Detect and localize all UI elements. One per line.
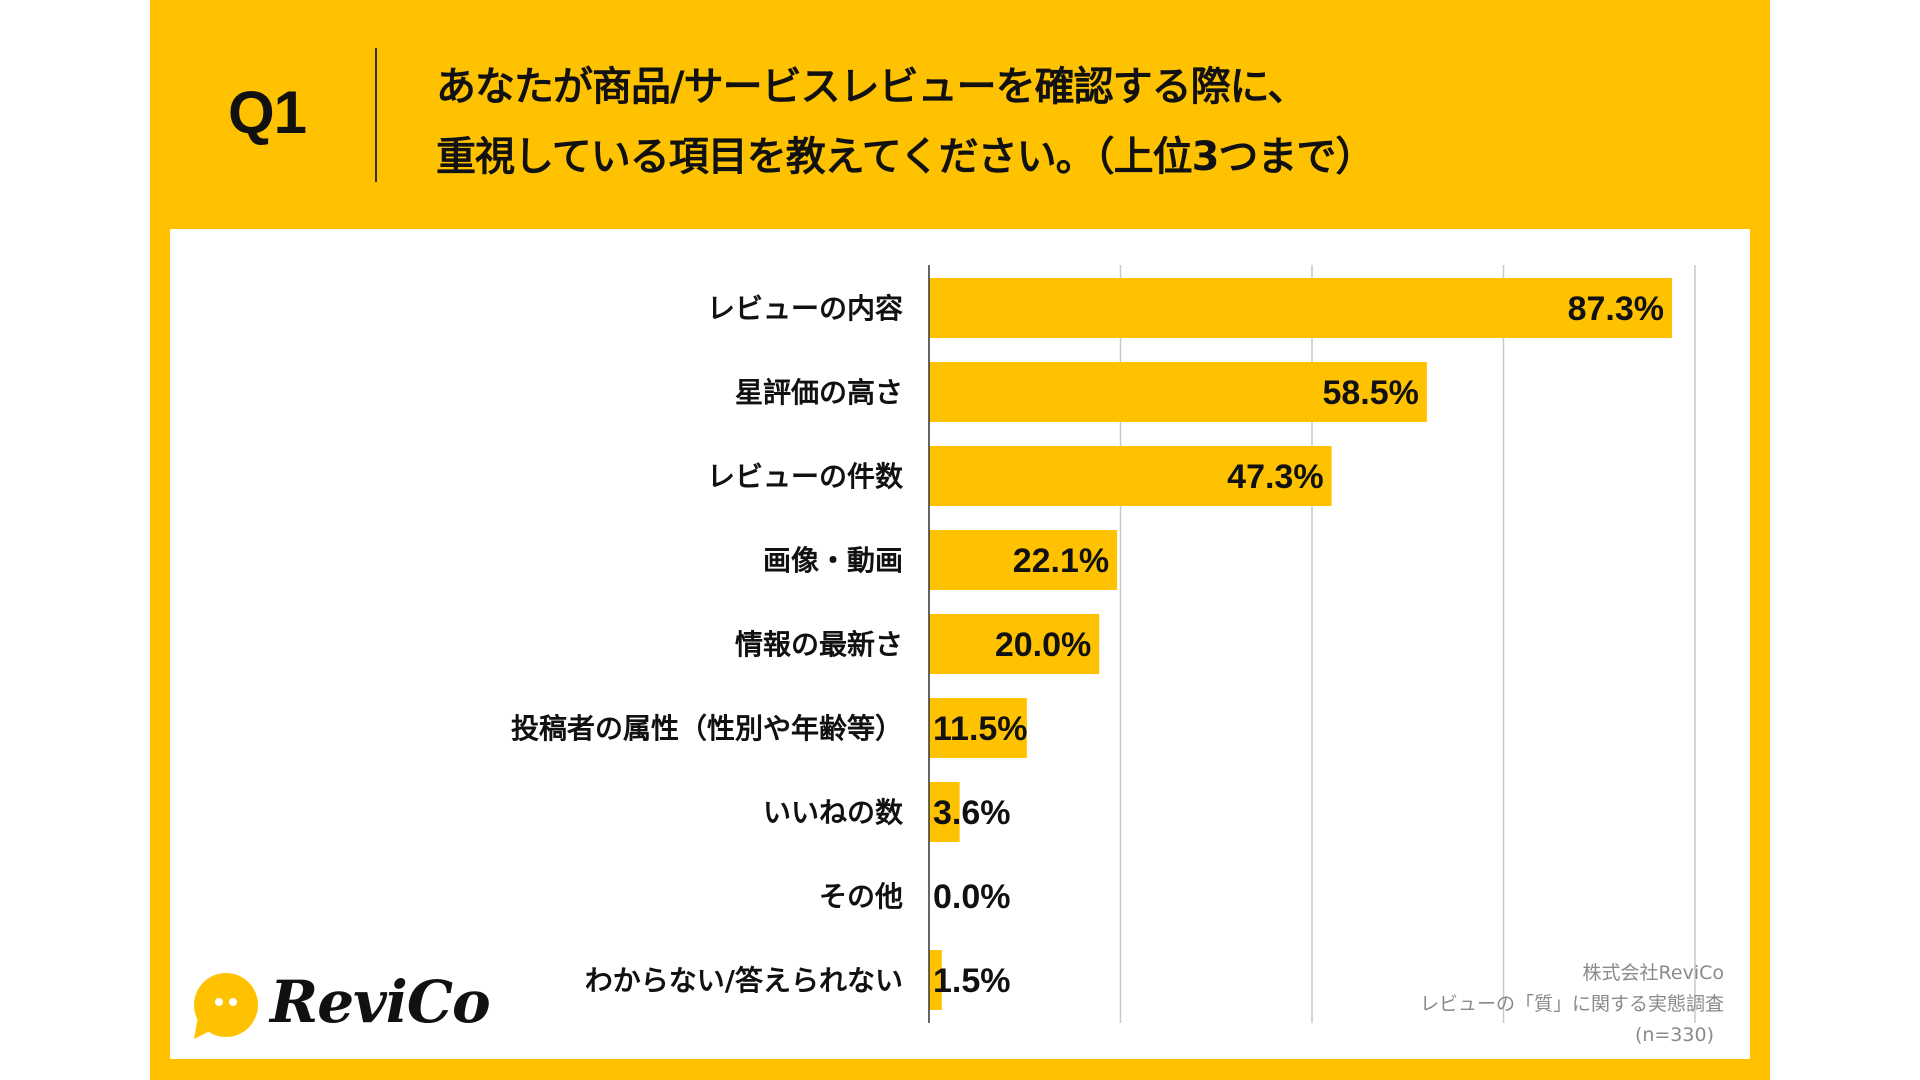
footer-sample-size: (n=330) — [1634, 1024, 1714, 1046]
value-label: 3.6% — [933, 794, 1011, 832]
question-number: Q1 — [228, 79, 307, 146]
category-label: 投稿者の属性（性別や年齢等） — [511, 712, 903, 745]
revico-logo: ReviCo — [190, 965, 491, 1045]
question-title-line-1: あなたが商品/サービスレビューを確認する際に、 — [436, 64, 1307, 110]
category-label: 画像・動画 — [763, 544, 903, 577]
category-label: 星評価の高さ — [735, 376, 903, 409]
bar — [929, 782, 960, 842]
category-label: レビューの件数 — [707, 460, 904, 493]
value-label: 1.5% — [933, 962, 1011, 1000]
value-label: 47.3% — [1227, 458, 1323, 496]
bar — [929, 446, 1332, 506]
bar — [929, 950, 942, 1010]
value-label: 58.5% — [1322, 374, 1418, 412]
category-label: レビューの内容 — [707, 292, 903, 325]
value-label: 87.3% — [1568, 290, 1664, 328]
bar — [929, 698, 1027, 758]
question-title: あなたが商品/サービスレビューを確認する際に、 重視している項目を教えてください… — [436, 52, 1736, 192]
footer-company: 株式会社ReviCo — [1582, 962, 1724, 984]
value-label: 0.0% — [933, 878, 1011, 916]
value-label: 11.5% — [933, 710, 1028, 748]
bar — [929, 614, 1100, 674]
footer-survey-name: レビューの「質」に関する実態調査 — [1419, 993, 1724, 1015]
bar — [929, 530, 1118, 590]
value-label: 22.1% — [1013, 542, 1109, 580]
speech-bubble-icon — [194, 973, 258, 1039]
category-label: わからない/答えられない — [585, 964, 903, 997]
category-labels: レビューの内容星評価の高さレビューの件数画像・動画情報の最新さ投稿者の属性（性別… — [511, 292, 904, 997]
category-label: 情報の最新さ — [735, 628, 903, 661]
bar — [929, 278, 1673, 338]
category-label: いいねの数 — [763, 796, 904, 829]
logo-wordmark: ReviCo — [270, 968, 491, 1036]
question-title-line-2: 重視している項目を教えてください。（上位3つまで） — [436, 134, 1375, 180]
value-label: 20.0% — [995, 626, 1091, 664]
bar — [929, 362, 1427, 422]
value-labels: 87.3% 58.5% 47.3% 22.1% 20.0% 11.5% 3.6% 0.0% 1.… — [933, 290, 1664, 1000]
bars — [929, 278, 1673, 1010]
footer-source: 株式会社ReviCo レビューの「質」に関する実態調査 (n=330) — [1420, 958, 1724, 1051]
category-label: その他 — [819, 880, 903, 913]
header-divider — [375, 48, 377, 182]
